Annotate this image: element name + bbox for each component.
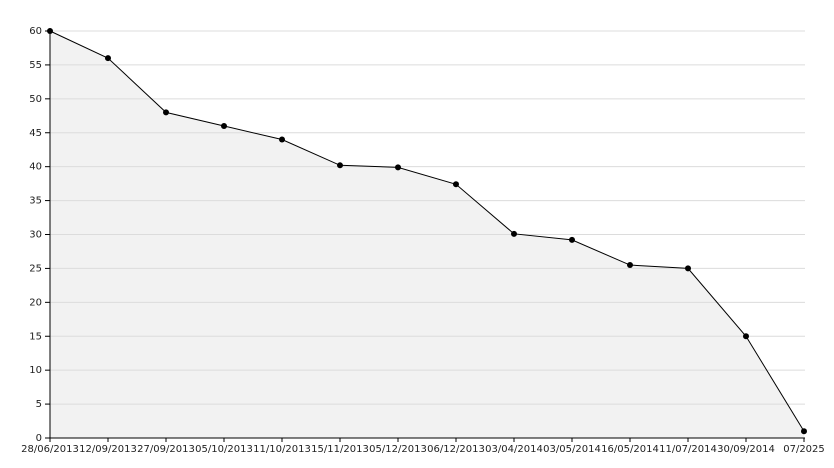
y-tick-label: 30 [29,230,42,241]
point [627,262,633,269]
x-tick-label: 11/10/2013 [253,444,311,455]
point [105,55,111,62]
y-tick-label: 50 [29,94,42,105]
y-tick-label: 0 [36,433,42,444]
y-tick-label: 40 [29,162,42,173]
x-tick-label: 12/09/2013 [79,444,137,455]
y-tick-label: 55 [29,60,42,71]
point [569,236,575,243]
x-tick-label: 16/05/2014 [601,444,659,455]
x-tick-label: 06/12/2013 [427,444,485,455]
point [163,109,169,116]
point [511,230,517,237]
x-tick-label: 30/09/2014 [717,444,775,455]
point [395,164,401,171]
x-tick-label: 05/10/2013 [195,444,253,455]
x-tick-label: 27/09/2013 [137,444,195,455]
y-tick-label: 60 [29,26,42,37]
point [221,122,227,129]
x-tick-label: 07/2025 [783,444,825,455]
y-tick-label: 15 [29,331,42,342]
y-tick-label: 5 [36,399,42,410]
point [337,162,343,169]
line [49,30,805,432]
x-tick-label: 03/05/2014 [543,444,601,455]
y-tick-label: 20 [29,297,42,308]
point [47,28,53,34]
y-tick-label: 35 [29,196,42,207]
x-tick-label: 11/07/2014 [659,444,717,455]
y-tick-label: 45 [29,128,42,139]
point [743,333,749,340]
x-tick-label: 03/04/2014 [485,444,543,455]
y-tick-label: 25 [29,263,42,274]
point [279,136,285,143]
point [801,428,807,435]
y-tick-label: 10 [29,365,42,376]
x-tick-label: 05/12/2013 [369,444,427,455]
x-tick-label: 15/11/2013 [311,444,369,455]
point [685,265,691,272]
point [453,181,459,188]
x-tick-label: 28/06/2013 [21,444,79,455]
